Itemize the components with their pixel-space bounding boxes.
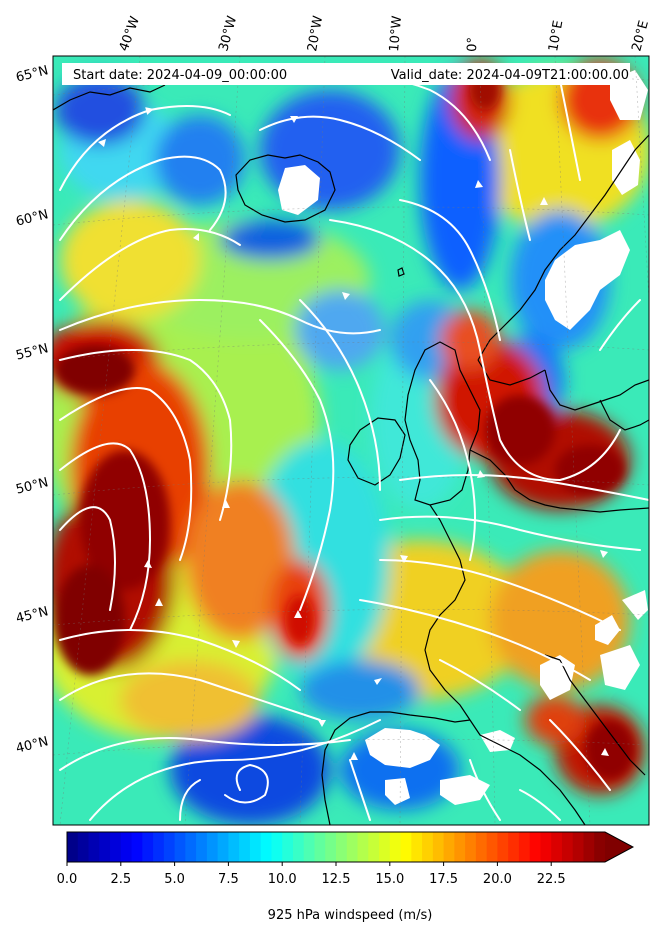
colorbar-segment — [120, 832, 133, 862]
colorbar-segment — [561, 832, 574, 862]
colorbar-segment — [217, 832, 229, 862]
graticule — [53, 56, 649, 825]
colorbar-segment — [411, 832, 423, 862]
colorbar-segment — [282, 832, 294, 862]
colorbar-segment — [357, 832, 369, 862]
start-date-label: Start date: 2024-04-09_00:00:00 — [73, 68, 287, 83]
colorbar-segment — [497, 832, 509, 862]
colorbar-segment — [540, 832, 552, 862]
lat-label-55n: 55°N — [14, 341, 49, 363]
colorbar-tick-label: 20.0 — [483, 872, 512, 887]
colorbar-segment — [486, 832, 498, 862]
colorbar-outline — [66, 831, 635, 863]
colorbar-segment — [77, 832, 90, 862]
colorbar-segment — [594, 832, 606, 862]
lat-label-50n: 50°N — [14, 475, 49, 497]
colorbar-segment — [153, 832, 165, 862]
colorbar-segments — [67, 832, 606, 862]
colorbar-segment — [551, 832, 563, 862]
colorbar-segment — [131, 832, 143, 862]
lat-label-45n: 45°N — [14, 604, 49, 626]
colorbar-segment — [99, 832, 111, 862]
colorbar-segment — [572, 832, 585, 862]
colorbar-segment — [422, 832, 434, 862]
colorbar-segment — [379, 832, 391, 862]
colorbar-tick-label: 2.5 — [110, 872, 131, 887]
colorbar-segment — [292, 832, 305, 862]
colorbar-tick-label: 7.5 — [218, 872, 239, 887]
colorbar-segment — [260, 832, 273, 862]
colorbar-tick-label: 12.5 — [322, 872, 351, 887]
coastlines — [53, 84, 649, 825]
lat-label-60n: 60°N — [14, 207, 49, 229]
streamline-arrows — [98, 116, 609, 760]
colorbar-segment — [142, 832, 154, 862]
colorbar: 0.0 2.5 5.0 7.5 10.0 12.5 15.0 17.5 20.0 22.5 925… — [57, 831, 635, 923]
lon-label-0: 0° — [465, 37, 481, 52]
lon-label-30w: 30°W — [216, 14, 240, 53]
map-plot-area — [53, 56, 649, 825]
colorbar-segment — [389, 832, 402, 862]
colorbar-segment — [196, 832, 208, 862]
colorbar-segment — [518, 832, 531, 862]
colorbar-tick-label: 0.0 — [57, 872, 78, 887]
colorbar-segment — [529, 832, 542, 862]
colorbar-tick-label: 22.5 — [537, 872, 566, 887]
colorbar-segment — [368, 832, 380, 862]
colorbar-tick-label: 17.5 — [429, 872, 458, 887]
lat-label-40n: 40°N — [14, 734, 49, 756]
colorbar-segment — [336, 832, 348, 862]
colorbar-segment — [249, 832, 262, 862]
colorbar-segment — [346, 832, 359, 862]
colorbar-segment — [465, 832, 477, 862]
colorbar-segment — [454, 832, 466, 862]
colorbar-segment — [303, 832, 316, 862]
lon-label-20w: 20°W — [305, 15, 326, 53]
colorbar-segment — [400, 832, 412, 862]
colorbar-tick-label: 10.0 — [268, 872, 297, 887]
lat-label-65n: 65°N — [14, 63, 49, 85]
colorbar-ticks: 0.0 2.5 5.0 7.5 10.0 12.5 15.0 17.5 20.0 22.5 — [57, 862, 566, 887]
colorbar-segment — [88, 832, 100, 862]
masked-regions — [278, 70, 648, 805]
colorbar-segment — [67, 832, 79, 862]
colorbar-extend-arrow — [605, 832, 633, 862]
windspeed-field-cores — [55, 70, 635, 780]
colorbar-segment — [583, 832, 595, 862]
header-box — [62, 63, 630, 85]
colorbar-segment — [314, 832, 326, 862]
colorbar-segment — [228, 832, 240, 862]
colorbar-segment — [475, 832, 488, 862]
lon-label-10e: 10°E — [546, 19, 566, 52]
colorbar-segment — [174, 832, 186, 862]
colorbar-segment — [239, 832, 251, 862]
colorbar-tick-label: 15.0 — [375, 872, 404, 887]
lon-label-10w: 10°W — [387, 15, 405, 52]
valid-date-label: Valid_date: 2024-04-09T21:00:00.00 — [391, 68, 629, 83]
colorbar-tick-label: 5.0 — [164, 872, 185, 887]
colorbar-segment — [508, 832, 520, 862]
lon-label-40w: 40°W — [117, 14, 143, 53]
wind-streamlines — [59, 74, 649, 821]
colorbar-label: 925 hPa windspeed (m/s) — [268, 908, 433, 923]
colorbar-segment — [271, 832, 283, 862]
colorbar-segment — [432, 832, 445, 862]
map-frame — [52, 55, 650, 826]
lon-label-20e: 20°E — [629, 19, 652, 53]
colorbar-segment — [163, 832, 176, 862]
colorbar-segment — [206, 832, 219, 862]
colorbar-segment — [110, 832, 122, 862]
colorbar-segment — [443, 832, 455, 862]
colorbar-segment — [325, 832, 337, 862]
colorbar-segment — [185, 832, 197, 862]
